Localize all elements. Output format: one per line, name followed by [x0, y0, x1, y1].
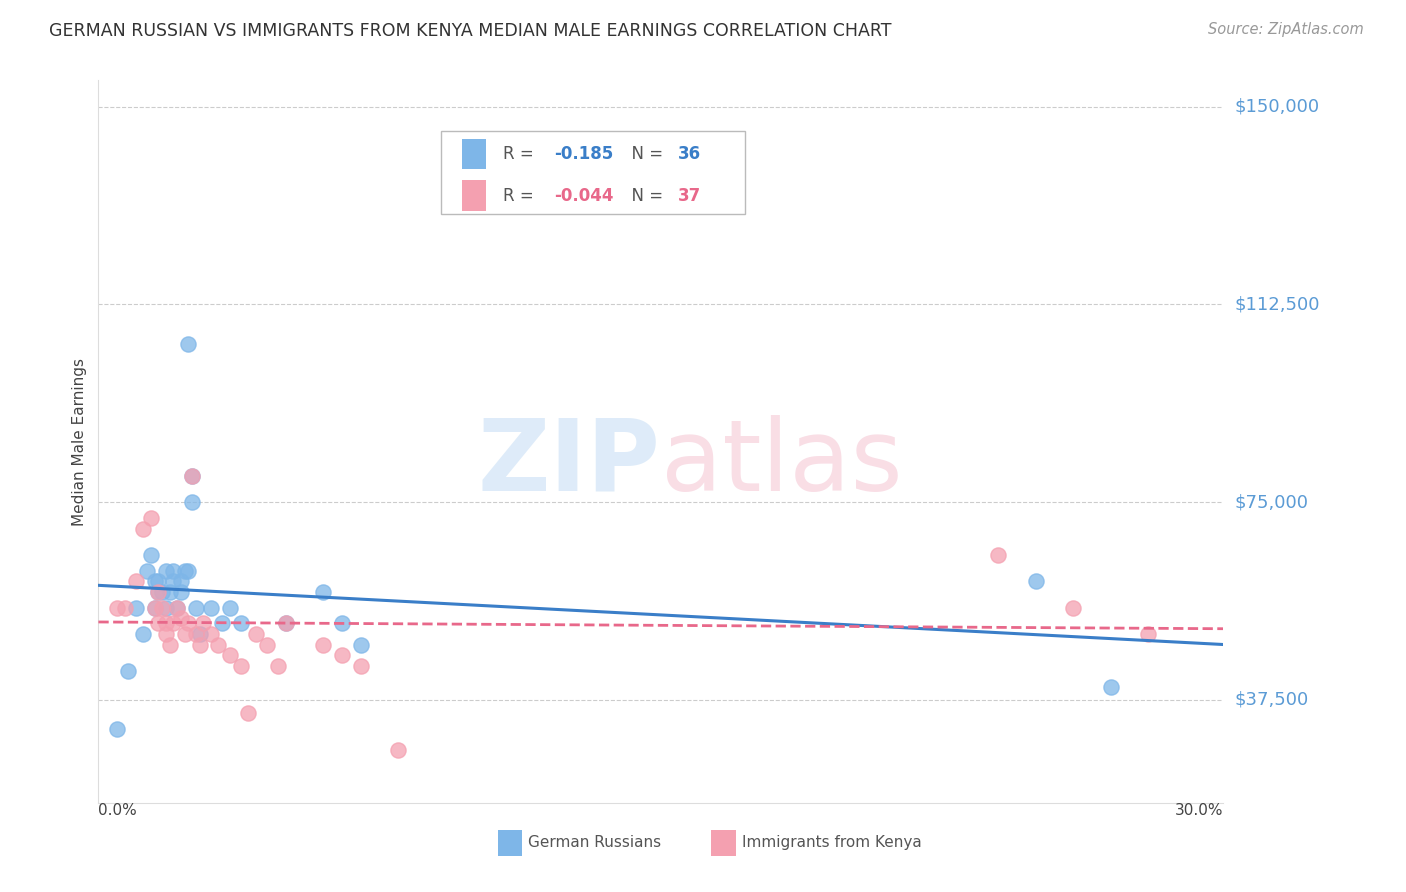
Point [181, 495, 204, 509]
Text: atlas: atlas [661, 415, 903, 512]
Text: $112,500: $112,500 [1234, 295, 1320, 313]
Point [193, 616, 215, 631]
FancyBboxPatch shape [461, 180, 486, 211]
Point [312, 638, 335, 652]
Point [162, 574, 184, 589]
Point [148, 585, 170, 599]
Point [173, 627, 195, 641]
Point [170, 585, 193, 599]
Text: 0.0%: 0.0% [98, 803, 138, 818]
Text: R =: R = [503, 186, 540, 204]
Text: 37: 37 [678, 186, 702, 204]
Point [330, 648, 353, 662]
Point [162, 564, 184, 578]
Point [188, 627, 211, 641]
Text: $75,000: $75,000 [1234, 493, 1309, 511]
Point [238, 706, 260, 720]
Point [166, 600, 188, 615]
Point [207, 638, 229, 652]
Text: N =: N = [621, 145, 669, 163]
Text: -0.044: -0.044 [554, 186, 613, 204]
Point [125, 600, 148, 615]
Text: $37,500: $37,500 [1234, 691, 1309, 709]
Point [267, 658, 290, 673]
Point [139, 548, 162, 562]
Point [245, 627, 267, 641]
Point [387, 743, 409, 757]
Point [132, 522, 155, 536]
Point [162, 616, 184, 631]
Point [229, 658, 252, 673]
Point [170, 611, 193, 625]
Point [105, 722, 128, 736]
Point [173, 564, 195, 578]
Point [166, 600, 188, 615]
Point [1099, 680, 1122, 694]
Point [1025, 574, 1047, 589]
Text: GERMAN RUSSIAN VS IMMIGRANTS FROM KENYA MEDIAN MALE EARNINGS CORRELATION CHART: GERMAN RUSSIAN VS IMMIGRANTS FROM KENYA … [49, 22, 891, 40]
Point [188, 638, 211, 652]
Point [229, 616, 252, 631]
Point [143, 600, 166, 615]
Point [1137, 627, 1160, 641]
Y-axis label: Median Male Earnings: Median Male Earnings [72, 358, 87, 525]
Point [117, 664, 139, 678]
Point [184, 600, 207, 615]
Text: -0.185: -0.185 [554, 145, 613, 163]
Point [211, 616, 233, 631]
Point [143, 600, 166, 615]
Point [181, 468, 204, 483]
Text: ZIP: ZIP [478, 415, 661, 512]
Point [155, 600, 177, 615]
Point [139, 511, 162, 525]
Point [177, 337, 200, 351]
Point [200, 600, 222, 615]
Point [159, 585, 181, 599]
Point [155, 627, 177, 641]
Point [177, 564, 200, 578]
Point [177, 616, 200, 631]
Point [150, 600, 173, 615]
FancyBboxPatch shape [498, 830, 523, 855]
Point [987, 548, 1010, 562]
Point [155, 616, 177, 631]
Point [170, 574, 193, 589]
Point [148, 616, 170, 631]
Text: German Russians: German Russians [529, 835, 661, 850]
Point [218, 600, 240, 615]
Point [350, 638, 373, 652]
FancyBboxPatch shape [441, 131, 745, 214]
Point [159, 638, 181, 652]
Text: Immigrants from Kenya: Immigrants from Kenya [742, 835, 921, 850]
Point [274, 616, 297, 631]
Point [200, 627, 222, 641]
Point [148, 574, 170, 589]
Point [1062, 600, 1084, 615]
Point [132, 627, 155, 641]
Point [256, 638, 278, 652]
Point [312, 585, 335, 599]
Point [184, 627, 207, 641]
Point [148, 585, 170, 599]
Point [274, 616, 297, 631]
FancyBboxPatch shape [711, 830, 737, 855]
Point [150, 585, 173, 599]
Point [155, 564, 177, 578]
Point [114, 600, 136, 615]
Text: R =: R = [503, 145, 540, 163]
Point [330, 616, 353, 631]
Point [181, 468, 204, 483]
Point [125, 574, 148, 589]
Point [218, 648, 240, 662]
Text: 30.0%: 30.0% [1175, 803, 1223, 818]
Text: $150,000: $150,000 [1234, 97, 1320, 116]
Text: Source: ZipAtlas.com: Source: ZipAtlas.com [1208, 22, 1364, 37]
Text: N =: N = [621, 186, 669, 204]
FancyBboxPatch shape [461, 139, 486, 169]
Text: 36: 36 [678, 145, 700, 163]
Point [143, 574, 166, 589]
Point [136, 564, 159, 578]
Point [105, 600, 128, 615]
Point [350, 658, 373, 673]
